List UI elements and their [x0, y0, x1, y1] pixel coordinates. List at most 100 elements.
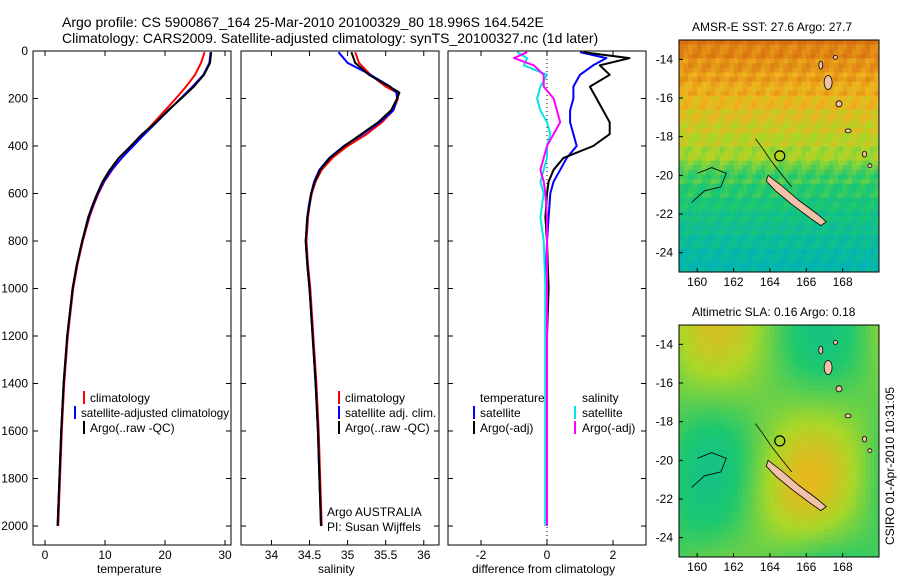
- map-grid-cell: [769, 441, 776, 447]
- map-grid-cell: [769, 207, 776, 213]
- map-grid-cell: [701, 244, 707, 250]
- map-grid-cell: [710, 207, 716, 213]
- map-grid-cell: [692, 128, 698, 134]
- map-grid-cell: [751, 216, 757, 222]
- map-grid-cell: [842, 427, 848, 433]
- map-grid-cell: [824, 109, 830, 115]
- map-grid-cell: [738, 244, 744, 250]
- map-grid-cell: [683, 234, 689, 241]
- map-grid-cell: [801, 552, 807, 557]
- map-grid-cell: [797, 216, 803, 222]
- map-grid-cell: [710, 380, 716, 386]
- map-grid-cell: [869, 137, 876, 143]
- map-grid-cell: [724, 114, 730, 120]
- map-grid-cell: [842, 239, 848, 245]
- map-grid-cell: [706, 58, 712, 64]
- map-grid-cell: [765, 399, 771, 405]
- map-grid-cell: [865, 81, 871, 87]
- map-grid-cell: [874, 165, 879, 171]
- map-grid-cell: [797, 496, 803, 502]
- map-grid-cell: [865, 436, 871, 442]
- map-grid-cell: [869, 49, 876, 55]
- map-grid-cell: [797, 334, 803, 340]
- map-grid-cell: [760, 188, 766, 194]
- map-grid-cell: [838, 216, 844, 222]
- map-grid-cell: [769, 267, 776, 272]
- map-grid-cell: [706, 468, 712, 475]
- map-grid-cell: [847, 220, 853, 227]
- map-grid-cell: [706, 473, 712, 479]
- map-grid-cell: [860, 431, 866, 437]
- map-grid-cell: [747, 86, 753, 92]
- map-grid-cell: [806, 538, 812, 544]
- map-grid-cell: [810, 91, 816, 97]
- map-grid-cell: [765, 389, 771, 396]
- map-grid-cell: [806, 165, 812, 171]
- map-grid-cell: [851, 58, 857, 64]
- map-grid-cell: [715, 188, 721, 194]
- map-grid-cell: [710, 234, 716, 241]
- map-grid-cell: [838, 225, 844, 231]
- map-grid-cell: [751, 128, 757, 134]
- map-grid-cell: [719, 352, 726, 359]
- map-grid-cell: [869, 436, 876, 442]
- map-grid-cell: [774, 459, 780, 465]
- map-grid-cell: [769, 403, 776, 410]
- map-grid-cell: [751, 197, 757, 203]
- map-grid-cell: [869, 174, 876, 180]
- map-grid-cell: [701, 543, 707, 549]
- map-grid-cell: [856, 422, 862, 428]
- map-grid-cell: [769, 81, 776, 87]
- map-grid-cell: [756, 533, 762, 540]
- map-grid-cell: [747, 427, 753, 433]
- map-grid-cell: [783, 450, 789, 456]
- map-grid-cell: [869, 529, 876, 535]
- map-grid-cell: [733, 473, 739, 479]
- map-grid-cell: [847, 454, 853, 461]
- map-grid-cell: [860, 413, 866, 419]
- map-grid-cell: [697, 109, 703, 115]
- map-grid-cell: [738, 188, 744, 194]
- map-grid-cell: [842, 160, 848, 166]
- map-grid-cell: [751, 408, 757, 414]
- map-grid-cell: [806, 524, 812, 530]
- map-grid-cell: [851, 234, 857, 241]
- map-grid-cell: [869, 95, 876, 101]
- map-grid-cell: [747, 183, 753, 190]
- map-grid-cell: [747, 146, 753, 152]
- map-grid-cell: [701, 207, 707, 213]
- map-grid-cell: [851, 267, 857, 272]
- map-grid-cell: [756, 91, 762, 97]
- map-grid-cell: [797, 91, 803, 97]
- map-grid-cell: [815, 524, 821, 530]
- map-grid-cell: [869, 334, 876, 340]
- map-grid-cell: [865, 77, 871, 83]
- map-grid-cell: [688, 114, 694, 120]
- map-grid-cell: [833, 197, 839, 203]
- map-grid-cell: [874, 230, 879, 236]
- map-grid-cell: [801, 343, 807, 349]
- map-grid-cell: [806, 100, 812, 106]
- map-grid-cell: [806, 380, 812, 386]
- map-grid-cell: [774, 352, 780, 359]
- map-grid-cell: [833, 123, 839, 129]
- map-grid-cell: [738, 49, 744, 55]
- map-grid-cell: [874, 441, 879, 447]
- map-grid-cell: [724, 427, 730, 433]
- map-grid-cell: [706, 454, 712, 461]
- map-grid-cell: [729, 137, 735, 143]
- map-grid-cell: [801, 459, 807, 465]
- map-grid-cell: [719, 510, 726, 516]
- map-grid-cell: [874, 160, 879, 166]
- map-grid-cell: [869, 91, 876, 97]
- map-grid-cell: [747, 403, 753, 410]
- map-grid-cell: [842, 183, 848, 190]
- map-grid-cell: [706, 450, 712, 456]
- map-grid-cell: [806, 137, 812, 143]
- map-grid-cell: [838, 248, 844, 255]
- map-grid-cell: [860, 533, 866, 540]
- map-grid-cell: [751, 352, 757, 359]
- map-grid-cell: [751, 95, 757, 101]
- map-grid-cell: [838, 118, 844, 125]
- map-grid-cell: [815, 362, 821, 368]
